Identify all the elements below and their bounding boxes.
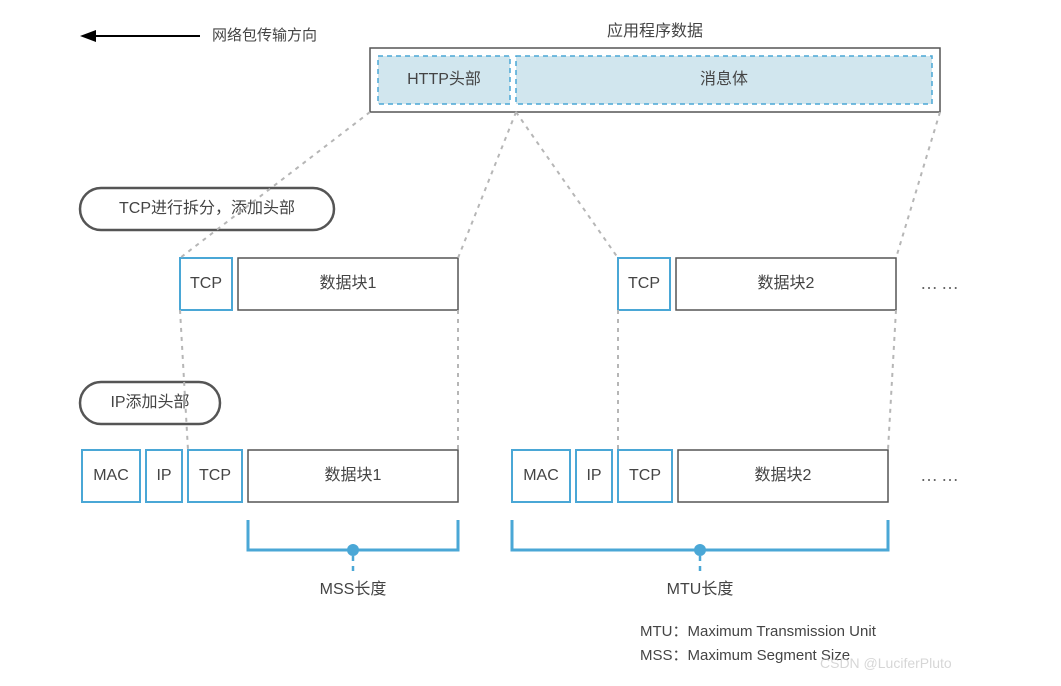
svg-text:HTTP头部: HTTP头部 (407, 70, 481, 88)
arrow-label: 网络包传输方向 (212, 27, 317, 44)
svg-text:消息体: 消息体 (700, 70, 748, 88)
svg-text:TCP: TCP (199, 467, 231, 484)
svg-text:TCP: TCP (190, 275, 222, 292)
svg-text:MTU长度: MTU长度 (667, 580, 734, 598)
legend-mss: MSS：Maximum Segment Size (640, 647, 850, 664)
svg-text:TCP: TCP (629, 467, 661, 484)
svg-text:MAC: MAC (93, 467, 129, 484)
svg-text:IP添加头部: IP添加头部 (110, 393, 189, 411)
svg-text:TCP: TCP (628, 275, 660, 292)
svg-text:数据块1: 数据块1 (320, 274, 377, 292)
svg-text:数据块1: 数据块1 (325, 466, 382, 484)
watermark: CSDN @LuciferPluto (820, 655, 952, 671)
svg-text:IP: IP (156, 467, 171, 484)
svg-text:……: …… (920, 273, 962, 293)
svg-text:MAC: MAC (523, 467, 559, 484)
legend-mtu: MTU：Maximum Transmission Unit (640, 623, 877, 640)
svg-text:IP: IP (586, 467, 601, 484)
svg-text:数据块2: 数据块2 (758, 274, 815, 292)
app-data-title: 应用程序数据 (607, 21, 703, 40)
svg-text:数据块2: 数据块2 (755, 466, 812, 484)
svg-text:……: …… (920, 465, 962, 485)
svg-text:MSS长度: MSS长度 (320, 580, 387, 598)
svg-text:TCP进行拆分，添加头部: TCP进行拆分，添加头部 (119, 199, 295, 217)
